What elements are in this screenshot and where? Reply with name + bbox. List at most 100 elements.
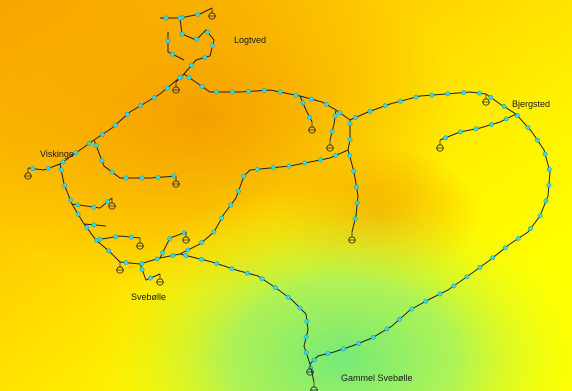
network-node[interactable] [525, 125, 531, 130]
network-node[interactable] [46, 165, 51, 171]
network-node[interactable] [464, 274, 470, 280]
network-node[interactable] [445, 91, 451, 97]
network-node[interactable] [30, 166, 36, 172]
network-node[interactable] [210, 43, 216, 49]
network-node[interactable] [332, 113, 338, 119]
network-node[interactable] [477, 90, 482, 96]
network-node[interactable] [154, 256, 160, 262]
network-node[interactable] [214, 261, 220, 266]
network-node[interactable] [397, 316, 402, 322]
network-nodes[interactable] [30, 12, 552, 371]
network-node[interactable] [177, 15, 183, 21]
network-node[interactable] [353, 115, 358, 121]
network-node[interactable] [437, 291, 443, 297]
network-node[interactable] [151, 95, 157, 100]
network-node[interactable] [382, 103, 388, 109]
network-node[interactable] [75, 202, 81, 208]
network-node[interactable] [139, 267, 145, 272]
network-node[interactable] [211, 229, 217, 235]
network-node[interactable] [347, 137, 353, 143]
network-node[interactable] [163, 15, 169, 21]
network-node[interactable] [303, 334, 309, 340]
network-node[interactable] [347, 153, 352, 159]
station-markers[interactable] [24, 8, 490, 391]
network-node[interactable] [139, 261, 145, 266]
network-node[interactable] [333, 152, 339, 158]
network-node[interactable] [124, 112, 130, 117]
station-symbol[interactable] [326, 140, 334, 152]
network-node[interactable] [409, 306, 415, 312]
network-node[interactable] [542, 151, 548, 157]
network-node[interactable] [186, 75, 192, 80]
network-node[interactable] [176, 75, 182, 81]
network-node[interactable] [73, 150, 79, 156]
network-node[interactable] [502, 245, 508, 251]
network-node[interactable] [537, 213, 543, 219]
network-node[interactable] [285, 294, 291, 300]
network-node[interactable] [105, 199, 110, 205]
network-node[interactable] [370, 334, 376, 340]
network-node[interactable] [228, 202, 234, 208]
network-node[interactable] [477, 264, 483, 270]
network-node[interactable] [106, 248, 112, 254]
network-node[interactable] [347, 121, 353, 127]
network-node[interactable] [99, 132, 105, 137]
network-node[interactable] [259, 276, 265, 282]
network-node[interactable] [202, 55, 208, 60]
network-node[interactable] [286, 163, 292, 169]
network-node[interactable] [155, 174, 161, 180]
network-node[interactable] [490, 255, 496, 261]
station-symbol[interactable] [116, 262, 124, 274]
station-symbol[interactable] [348, 232, 356, 244]
network-node[interactable] [236, 188, 241, 194]
network-node[interactable] [199, 84, 205, 89]
network-node[interactable] [160, 250, 165, 256]
network-node[interactable] [461, 90, 467, 95]
network-node[interactable] [514, 113, 520, 118]
network-node[interactable] [354, 200, 360, 206]
network-node[interactable] [501, 104, 507, 109]
network-node[interactable] [398, 98, 403, 104]
network-node[interactable] [229, 266, 235, 271]
network-node[interactable] [167, 236, 173, 242]
network-node[interactable] [318, 157, 323, 163]
network-node[interactable] [293, 92, 299, 98]
network-node[interactable] [304, 318, 310, 324]
network-node[interactable] [515, 236, 521, 241]
network-node[interactable] [270, 165, 276, 171]
network-node[interactable] [325, 351, 331, 356]
network-node[interactable] [352, 216, 358, 222]
station-symbol[interactable] [310, 382, 318, 391]
network-node[interactable] [261, 88, 267, 93]
station-symbol[interactable] [108, 198, 116, 210]
network-node[interactable] [311, 357, 317, 363]
pipe-segment[interactable] [160, 7, 215, 83]
network-node[interactable] [93, 143, 99, 149]
network-node[interactable] [185, 247, 191, 253]
network-node[interactable] [91, 222, 97, 228]
network-node[interactable] [183, 253, 189, 258]
network-node[interactable] [229, 89, 235, 95]
network-node[interactable] [138, 103, 143, 109]
network-node[interactable] [351, 168, 357, 174]
network-node[interactable] [458, 129, 463, 135]
network-node[interactable] [68, 197, 73, 203]
network-node[interactable] [60, 159, 66, 165]
network-node[interactable] [164, 85, 170, 91]
network-node[interactable] [503, 116, 509, 122]
network-node[interactable] [546, 182, 552, 188]
network-node[interactable] [62, 183, 67, 188]
network-node[interactable] [451, 283, 457, 289]
network-node[interactable] [189, 62, 195, 68]
network-node[interactable] [329, 129, 335, 135]
network-node[interactable] [413, 94, 419, 100]
network-node[interactable] [300, 100, 306, 106]
station-symbol[interactable] [182, 232, 190, 244]
network-node[interactable] [112, 122, 118, 128]
network-node[interactable] [170, 51, 175, 57]
station-symbol[interactable] [136, 238, 144, 250]
network-node[interactable] [213, 89, 219, 95]
network-node[interactable] [303, 350, 309, 355]
station-symbol[interactable] [172, 176, 180, 188]
